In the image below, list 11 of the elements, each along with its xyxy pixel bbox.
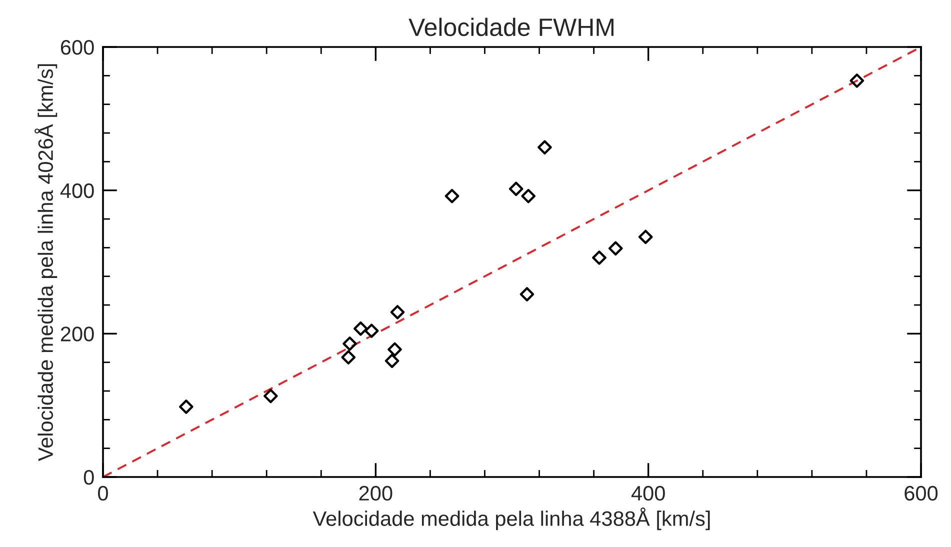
x-tick-label: 600 — [904, 486, 938, 501]
y-axis-title: Velocidade medida pela linha 4026Å [km/s] — [34, 64, 58, 462]
y-tick-label: 400 — [60, 183, 94, 198]
x-tick-label: 200 — [359, 486, 392, 501]
y-tick-label: 0 — [84, 470, 94, 485]
x-tick-label: 400 — [631, 486, 665, 501]
x-axis-title: Velocidade medida pela linha 4388Å [km/s] — [312, 508, 710, 530]
chart-title: Velocidade FWHM — [408, 18, 614, 36]
y-tick-label: 200 — [60, 326, 94, 342]
y-tick-label: 600 — [60, 40, 94, 55]
x-tick-label: 0 — [98, 486, 108, 501]
